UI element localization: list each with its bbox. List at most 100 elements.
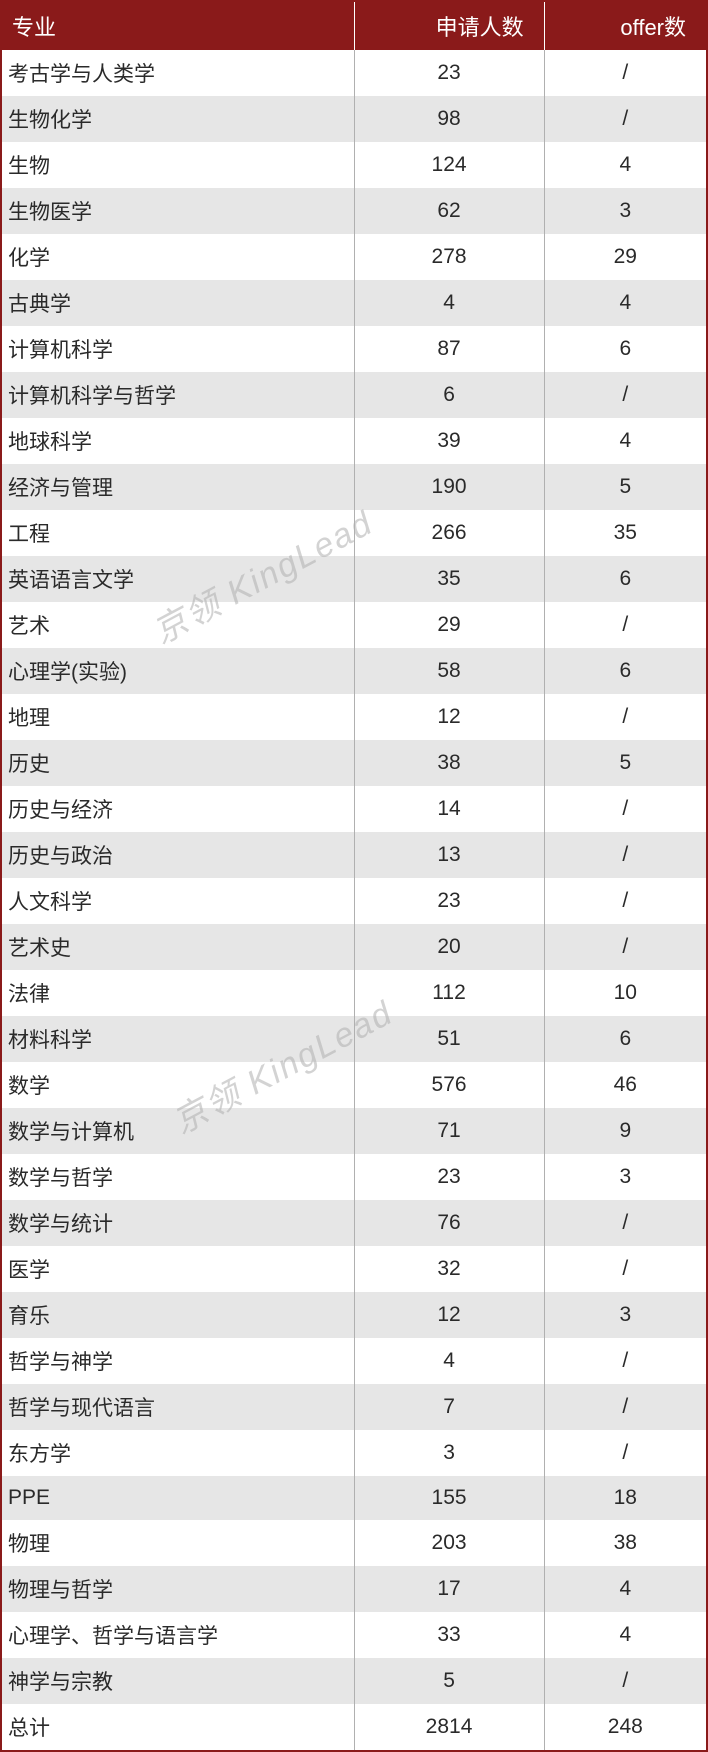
cell-offers: / (544, 1338, 706, 1384)
cell-major: 总计 (2, 1704, 354, 1750)
table-body: 考古学与人类学23/生物化学98/生物1244生物医学623化学27829古典学… (2, 50, 706, 1750)
table-row: 计算机科学与哲学6/ (2, 372, 706, 418)
cell-offers: 5 (544, 740, 706, 786)
cell-major: 医学 (2, 1246, 354, 1292)
cell-offers: 6 (544, 648, 706, 694)
cell-offers: / (544, 1658, 706, 1704)
cell-offers: / (544, 1246, 706, 1292)
cell-offers: 5 (544, 464, 706, 510)
cell-applicants: 12 (354, 1292, 544, 1338)
cell-major: 哲学与神学 (2, 1338, 354, 1384)
cell-major: 数学与统计 (2, 1200, 354, 1246)
cell-applicants: 39 (354, 418, 544, 464)
majors-table: 专业 申请人数 offer数 考古学与人类学23/生物化学98/生物1244生物… (2, 2, 706, 1750)
table-row: 历史与政治13/ (2, 832, 706, 878)
cell-applicants: 2814 (354, 1704, 544, 1750)
header-applicants: 申请人数 (354, 2, 544, 50)
table-row: 工程26635 (2, 510, 706, 556)
table-row: 数学与计算机719 (2, 1108, 706, 1154)
cell-major: 地球科学 (2, 418, 354, 464)
cell-offers: 4 (544, 1566, 706, 1612)
cell-offers: 4 (544, 280, 706, 326)
table-row: 心理学(实验)586 (2, 648, 706, 694)
cell-applicants: 203 (354, 1520, 544, 1566)
cell-major: 化学 (2, 234, 354, 280)
table-row: 艺术29/ (2, 602, 706, 648)
cell-applicants: 58 (354, 648, 544, 694)
cell-major: 生物化学 (2, 96, 354, 142)
cell-major: 数学 (2, 1062, 354, 1108)
cell-applicants: 51 (354, 1016, 544, 1062)
cell-offers: / (544, 372, 706, 418)
cell-major: 考古学与人类学 (2, 50, 354, 96)
table-row: 物理与哲学174 (2, 1566, 706, 1612)
cell-offers: 38 (544, 1520, 706, 1566)
cell-offers: 4 (544, 142, 706, 188)
cell-major: 计算机科学 (2, 326, 354, 372)
cell-offers: 3 (544, 188, 706, 234)
table-row: 心理学、哲学与语言学334 (2, 1612, 706, 1658)
cell-major: 心理学、哲学与语言学 (2, 1612, 354, 1658)
cell-major: 数学与计算机 (2, 1108, 354, 1154)
cell-offers: 46 (544, 1062, 706, 1108)
cell-offers: / (544, 694, 706, 740)
table-row: 东方学3/ (2, 1430, 706, 1476)
cell-major: 工程 (2, 510, 354, 556)
cell-offers: / (544, 96, 706, 142)
cell-offers: 29 (544, 234, 706, 280)
table-row: 生物化学98/ (2, 96, 706, 142)
cell-major: 育乐 (2, 1292, 354, 1338)
header-offers: offer数 (544, 2, 706, 50)
cell-offers: 6 (544, 556, 706, 602)
table-row: 生物1244 (2, 142, 706, 188)
cell-offers: 4 (544, 1612, 706, 1658)
table-row: 数学与哲学233 (2, 1154, 706, 1200)
cell-offers: / (544, 786, 706, 832)
cell-offers: 248 (544, 1704, 706, 1750)
cell-applicants: 155 (354, 1476, 544, 1520)
cell-applicants: 35 (354, 556, 544, 602)
cell-major: 东方学 (2, 1430, 354, 1476)
cell-applicants: 76 (354, 1200, 544, 1246)
table-row: 英语语言文学356 (2, 556, 706, 602)
cell-major: 艺术史 (2, 924, 354, 970)
cell-major: 生物 (2, 142, 354, 188)
table-header-row: 专业 申请人数 offer数 (2, 2, 706, 50)
cell-applicants: 87 (354, 326, 544, 372)
cell-offers: 10 (544, 970, 706, 1016)
cell-offers: / (544, 1430, 706, 1476)
table-row: 物理20338 (2, 1520, 706, 1566)
cell-applicants: 266 (354, 510, 544, 556)
cell-applicants: 23 (354, 878, 544, 924)
cell-applicants: 23 (354, 50, 544, 96)
cell-offers: 9 (544, 1108, 706, 1154)
cell-offers: / (544, 878, 706, 924)
cell-applicants: 12 (354, 694, 544, 740)
cell-offers: / (544, 50, 706, 96)
cell-applicants: 20 (354, 924, 544, 970)
cell-offers: / (544, 1384, 706, 1430)
cell-major: 法律 (2, 970, 354, 1016)
table-row: 古典学44 (2, 280, 706, 326)
cell-applicants: 576 (354, 1062, 544, 1108)
table-row: 人文科学23/ (2, 878, 706, 924)
table-row: 材料科学516 (2, 1016, 706, 1062)
cell-major: 计算机科学与哲学 (2, 372, 354, 418)
header-major: 专业 (2, 2, 354, 50)
cell-major: 材料科学 (2, 1016, 354, 1062)
cell-offers: / (544, 1200, 706, 1246)
cell-major: 神学与宗教 (2, 1658, 354, 1704)
cell-major: 英语语言文学 (2, 556, 354, 602)
cell-major: 心理学(实验) (2, 648, 354, 694)
cell-major: 艺术 (2, 602, 354, 648)
cell-applicants: 32 (354, 1246, 544, 1292)
cell-applicants: 278 (354, 234, 544, 280)
table-row: 生物医学623 (2, 188, 706, 234)
cell-applicants: 7 (354, 1384, 544, 1430)
cell-major: 数学与哲学 (2, 1154, 354, 1200)
cell-applicants: 71 (354, 1108, 544, 1154)
cell-offers: 4 (544, 418, 706, 464)
cell-applicants: 14 (354, 786, 544, 832)
table-row: 总计2814248 (2, 1704, 706, 1750)
table-row: 计算机科学876 (2, 326, 706, 372)
